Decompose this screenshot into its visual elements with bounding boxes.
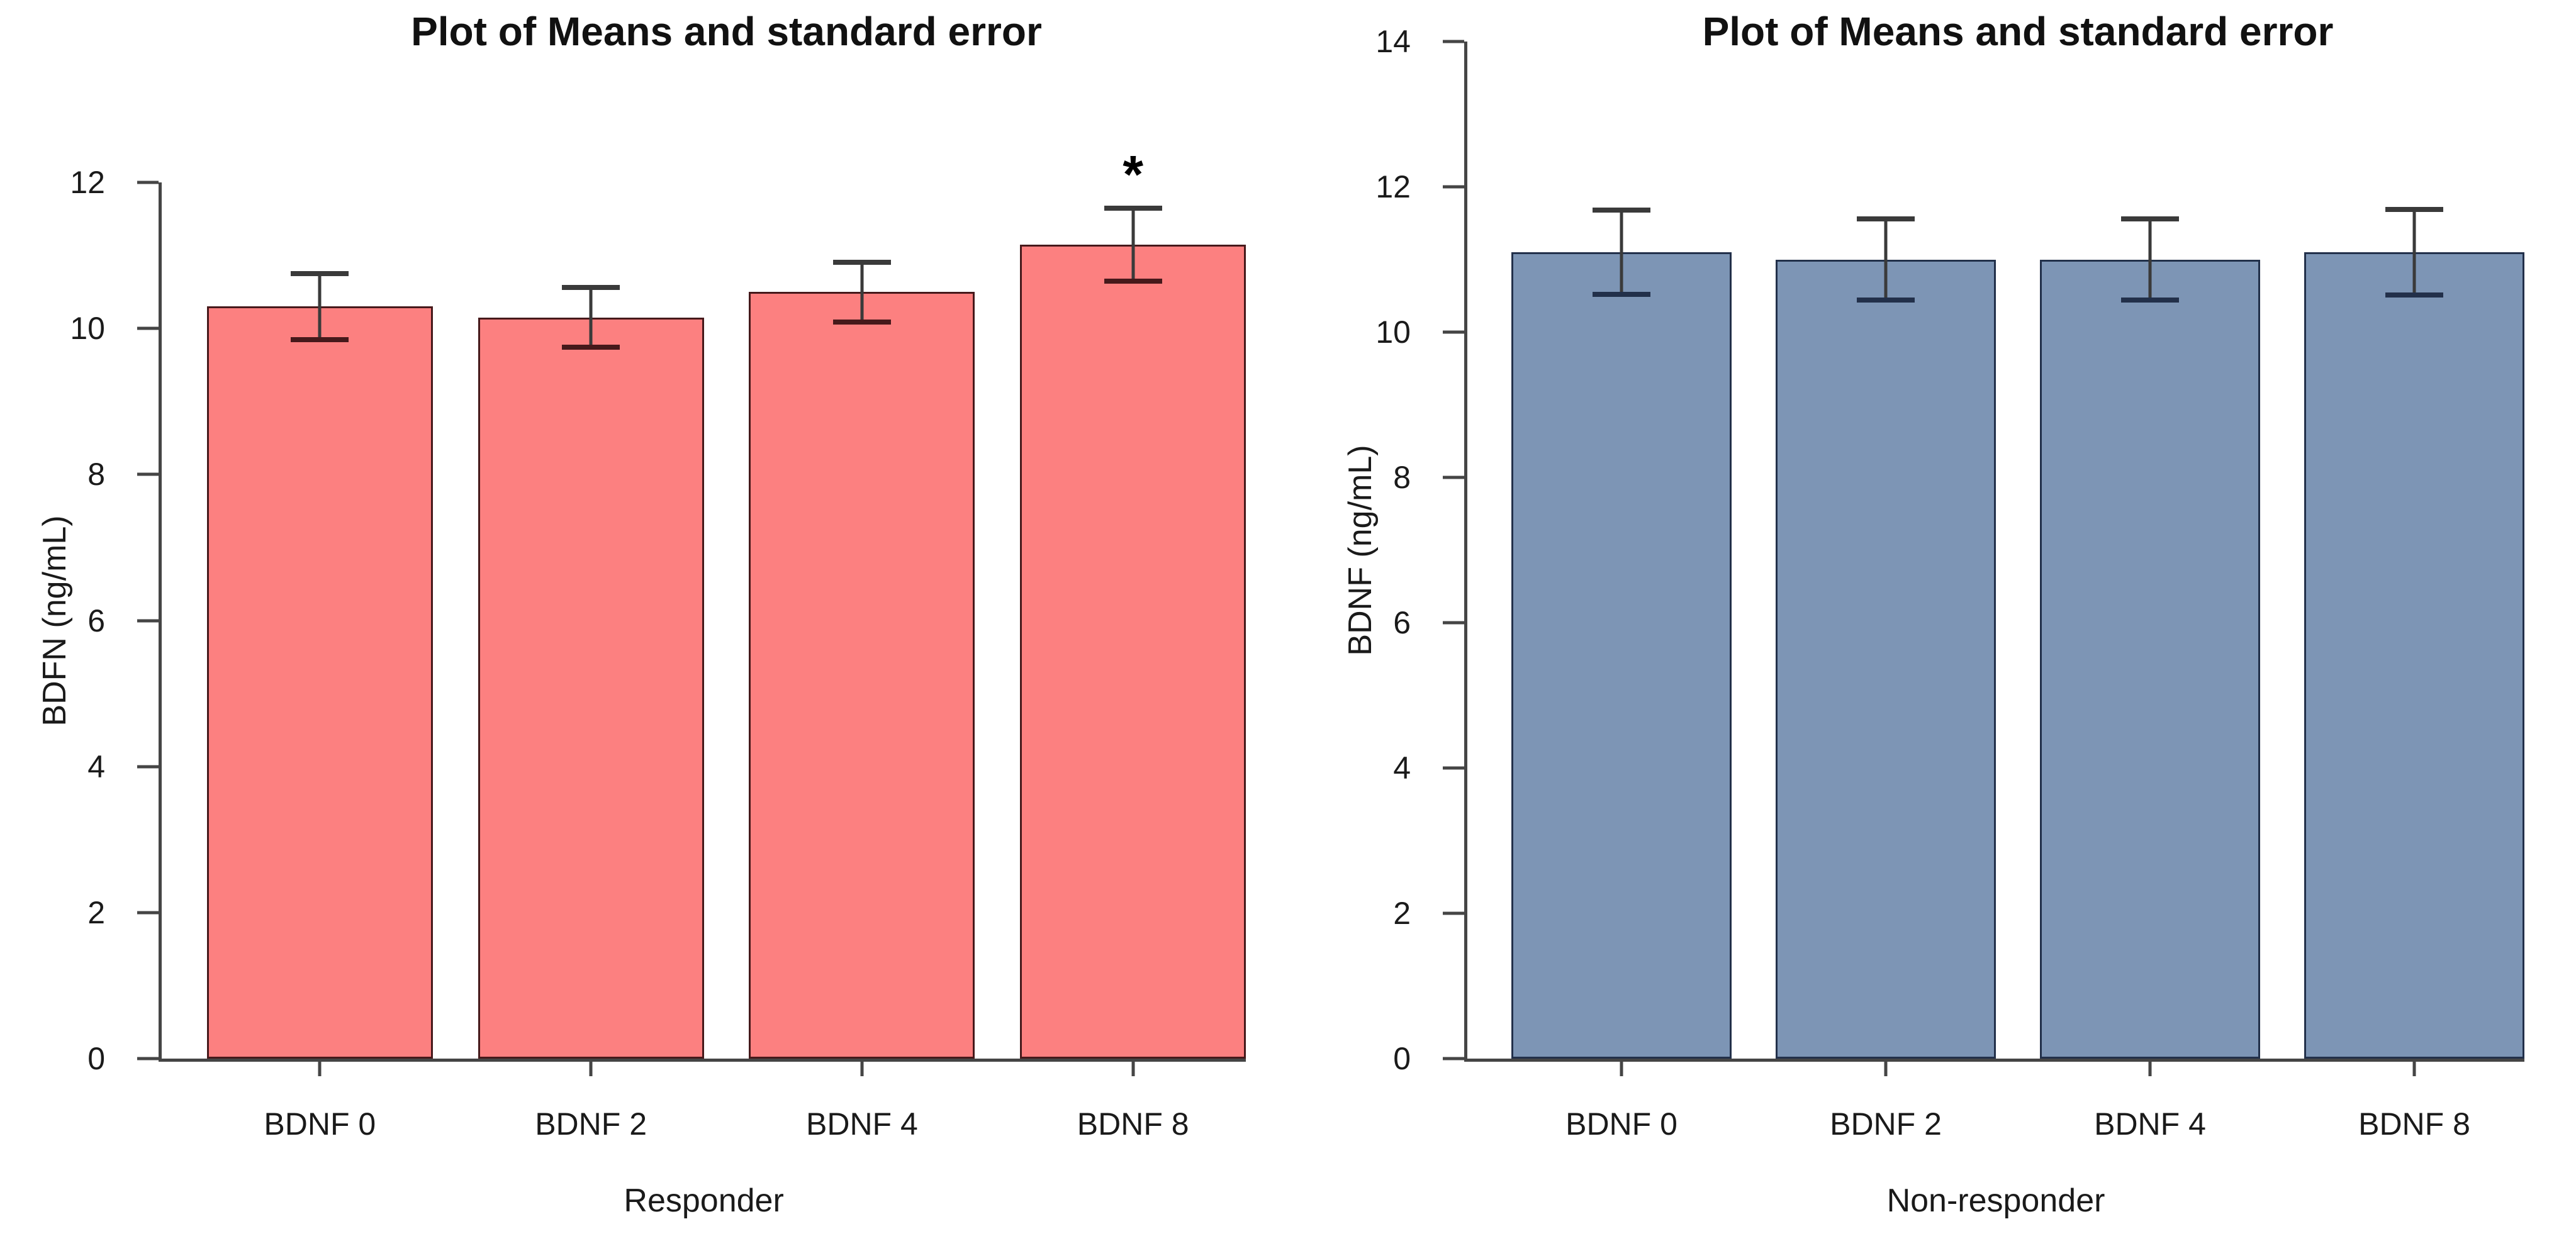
error-bar-cap-top bbox=[1593, 207, 1650, 213]
y-axis-tick bbox=[137, 765, 159, 769]
x-axis-tick-label: BDNF 0 bbox=[1565, 1106, 1677, 1142]
y-axis-tick bbox=[137, 181, 159, 184]
x-axis-line bbox=[159, 1059, 1246, 1062]
y-axis-tick-label: 0 bbox=[87, 1041, 105, 1076]
x-axis-tick bbox=[318, 1059, 322, 1076]
bar-bdnf-0 bbox=[1511, 252, 1732, 1059]
y-axis-tick bbox=[137, 472, 159, 476]
plot-area: Plot of Means and standard error BDFN (n… bbox=[36, 9, 1291, 1217]
bar-bdnf-8 bbox=[1020, 244, 1246, 1059]
bar-bdnf-4 bbox=[2040, 259, 2260, 1059]
bar-bdnf-2 bbox=[478, 317, 704, 1059]
chart-title: Plot of Means and standard error bbox=[1702, 9, 2334, 54]
y-axis-tick bbox=[1443, 1057, 1464, 1060]
y-axis-tick bbox=[137, 326, 159, 330]
x-axis-tick-label: BDNF 4 bbox=[805, 1106, 918, 1142]
y-axis-line bbox=[1464, 42, 1467, 1059]
y-axis-tick bbox=[1443, 911, 1464, 915]
error-bar-cap-bottom bbox=[1593, 291, 1650, 297]
y-axis-tick-label: 0 bbox=[1393, 1041, 1411, 1076]
y-axis-tick-label: 14 bbox=[1375, 24, 1411, 59]
y-axis-tick-label: 6 bbox=[87, 603, 105, 638]
bar-bdnf-8 bbox=[2304, 252, 2524, 1059]
y-axis-tick bbox=[1443, 330, 1464, 334]
y-axis-tick bbox=[137, 911, 159, 915]
x-axis-tick bbox=[860, 1059, 864, 1076]
error-bar-cap-bottom bbox=[1857, 298, 1915, 303]
error-bar-stem bbox=[1884, 218, 1888, 301]
error-bar-cap-top bbox=[562, 285, 620, 291]
x-axis-tick-label: BDNF 8 bbox=[2358, 1106, 2470, 1142]
chart-title: Plot of Means and standard error bbox=[411, 9, 1042, 54]
error-bar-cap-bottom bbox=[2385, 292, 2443, 298]
error-bar-cap-bottom bbox=[2121, 298, 2179, 303]
x-axis-tick bbox=[1620, 1059, 1623, 1076]
y-axis-tick-label: 12 bbox=[1375, 169, 1411, 204]
error-bar-stem bbox=[860, 262, 864, 322]
y-axis-tick bbox=[1443, 621, 1464, 625]
x-axis-line bbox=[1464, 1059, 2524, 1062]
x-axis-label: Non-responder bbox=[1886, 1183, 2105, 1219]
y-axis-tick-label: 2 bbox=[87, 894, 105, 930]
x-axis-tick-label: BDNF 8 bbox=[1077, 1106, 1189, 1142]
error-bar-cap-bottom bbox=[832, 319, 891, 325]
y-axis-tick bbox=[137, 1057, 159, 1060]
x-axis-tick bbox=[1131, 1059, 1135, 1076]
error-bar-stem bbox=[589, 287, 593, 348]
y-axis-tick-label: 8 bbox=[1393, 460, 1411, 495]
y-axis-tick bbox=[1443, 476, 1464, 479]
error-bar-cap-top bbox=[2121, 216, 2179, 221]
x-axis-tick-label: BDNF 2 bbox=[1830, 1106, 1942, 1142]
error-bar-stem bbox=[1620, 209, 1623, 294]
significance-asterisk: * bbox=[1123, 145, 1144, 204]
y-axis-tick-label: 8 bbox=[87, 457, 105, 493]
y-axis-label: BDNF (ng/mL) bbox=[1342, 444, 1379, 656]
bar-bdnf-2 bbox=[1776, 259, 1996, 1059]
error-bar-cap-bottom bbox=[1104, 278, 1162, 284]
bar-bdnf-0 bbox=[206, 306, 433, 1059]
error-bar-cap-top bbox=[1104, 205, 1162, 211]
error-bar-stem bbox=[2148, 218, 2152, 301]
x-axis-tick-label: BDNF 2 bbox=[535, 1106, 647, 1142]
y-axis-tick bbox=[1443, 766, 1464, 770]
y-axis-tick-label: 4 bbox=[87, 748, 105, 784]
y-axis-tick bbox=[1443, 185, 1464, 189]
error-bar-stem bbox=[318, 274, 322, 340]
y-axis-tick bbox=[137, 619, 159, 622]
x-axis-label: Responder bbox=[624, 1183, 784, 1219]
x-axis-tick bbox=[2148, 1059, 2152, 1076]
error-bar-stem bbox=[1131, 208, 1135, 281]
x-axis-tick bbox=[589, 1059, 593, 1076]
x-axis-tick-label: BDNF 0 bbox=[264, 1106, 376, 1142]
y-axis-line bbox=[159, 182, 162, 1059]
error-bar-cap-top bbox=[291, 271, 349, 277]
y-axis-tick-label: 6 bbox=[1393, 605, 1411, 640]
x-axis-tick-label: BDNF 4 bbox=[2094, 1106, 2206, 1142]
error-bar-cap-top bbox=[832, 259, 891, 265]
y-axis-tick-label: 4 bbox=[1393, 750, 1411, 786]
y-axis-tick-label: 12 bbox=[70, 165, 105, 200]
y-axis-tick-label: 10 bbox=[1375, 314, 1411, 350]
error-bar-cap-bottom bbox=[291, 337, 349, 342]
error-bar-cap-top bbox=[2385, 206, 2443, 212]
x-axis-tick bbox=[2412, 1059, 2416, 1076]
y-axis-tick-label: 10 bbox=[70, 311, 105, 347]
x-axis-tick bbox=[1884, 1059, 1888, 1076]
error-bar-cap-top bbox=[1857, 216, 1915, 221]
error-bar-stem bbox=[2412, 209, 2416, 296]
plot-area: Plot of Means and standard error BDNF (n… bbox=[1342, 9, 2568, 1217]
y-axis-tick-label: 2 bbox=[1393, 896, 1411, 931]
y-axis-tick bbox=[1443, 40, 1464, 43]
error-bar-cap-bottom bbox=[562, 345, 620, 350]
